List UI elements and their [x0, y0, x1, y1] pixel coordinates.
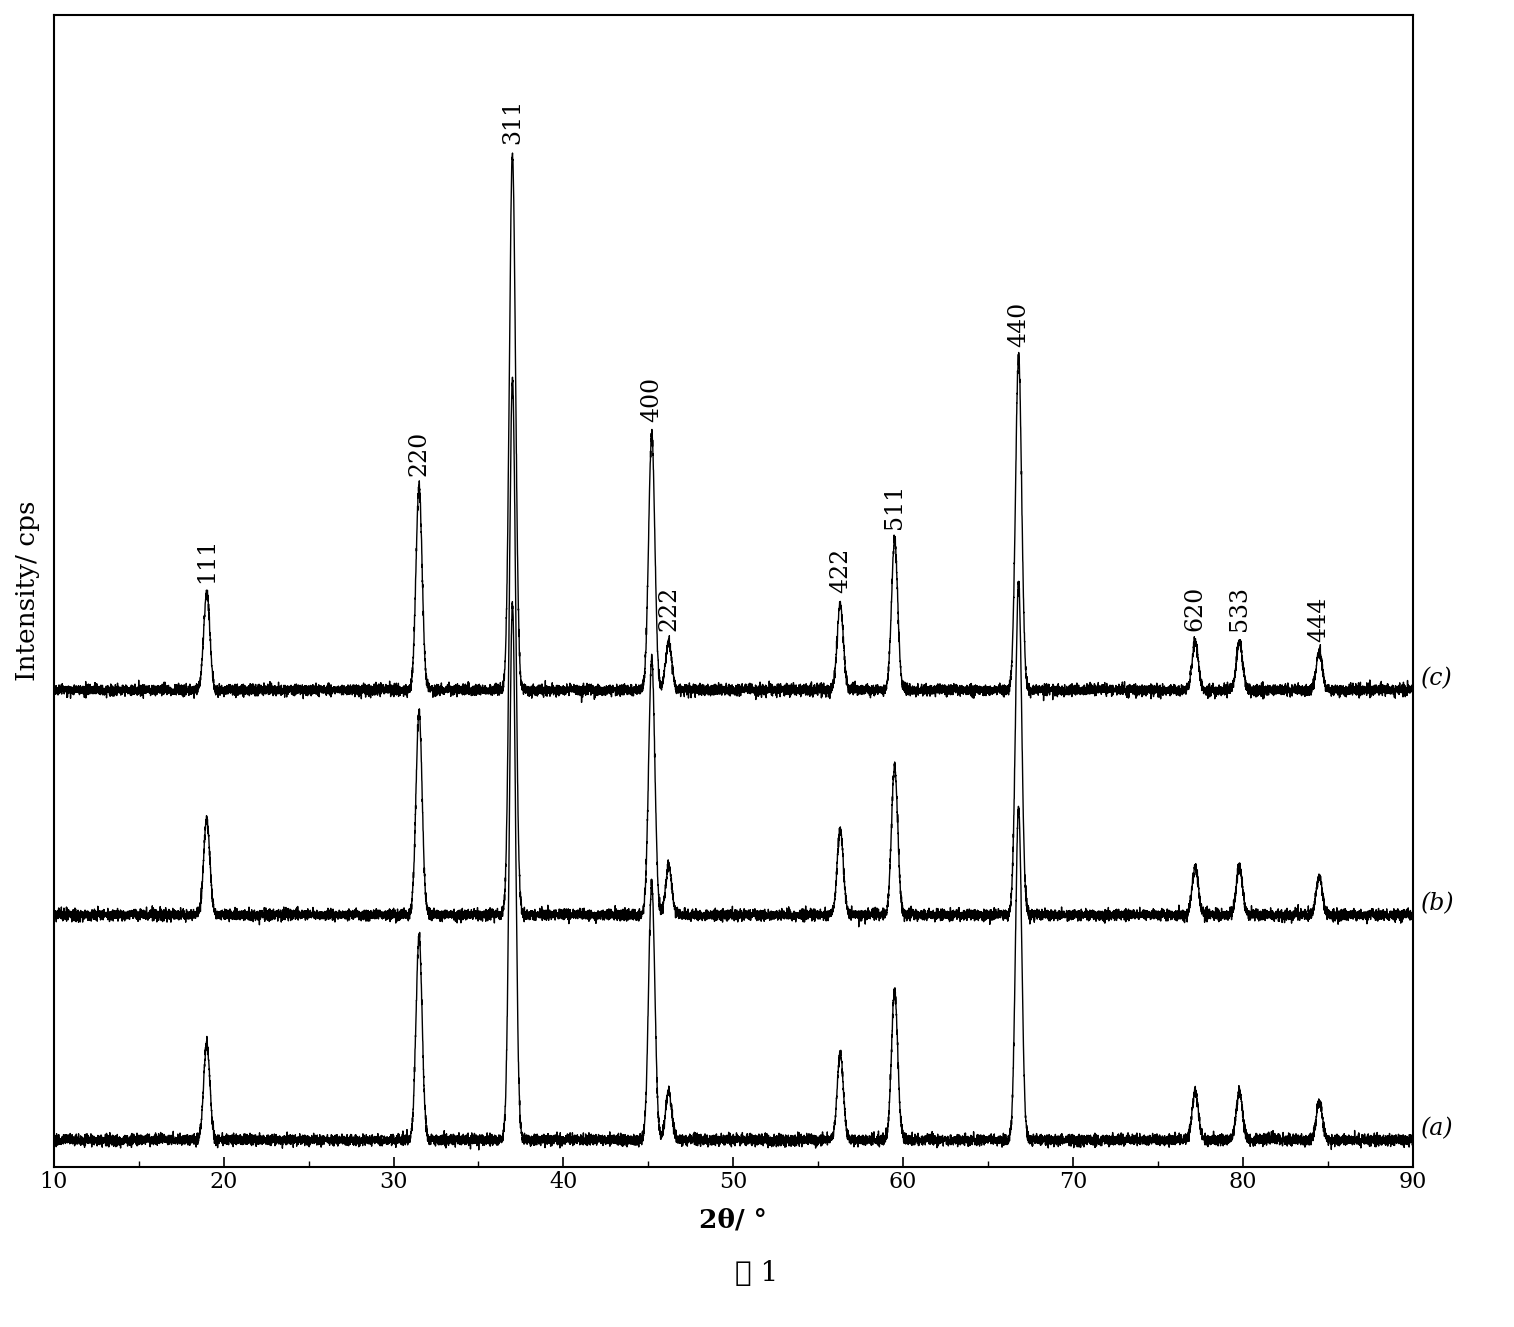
Text: (c): (c) [1422, 667, 1453, 690]
Text: 400: 400 [640, 377, 663, 422]
Text: 511: 511 [883, 484, 905, 529]
Text: 620: 620 [1184, 585, 1207, 630]
Text: 311: 311 [501, 98, 524, 143]
Text: (a): (a) [1422, 1117, 1453, 1141]
Text: 222: 222 [657, 585, 680, 630]
Text: 422: 422 [828, 548, 852, 593]
Text: 图 1: 图 1 [736, 1261, 778, 1287]
Text: 111: 111 [195, 537, 218, 583]
Text: 444: 444 [1308, 596, 1331, 642]
Text: 440: 440 [1007, 301, 1030, 348]
Text: 533: 533 [1228, 587, 1251, 630]
Y-axis label: Intensity/ cps: Intensity/ cps [15, 500, 39, 681]
X-axis label: 2θ/ °: 2θ/ ° [699, 1208, 768, 1233]
Text: 220: 220 [407, 430, 430, 475]
Text: (b): (b) [1422, 893, 1455, 916]
